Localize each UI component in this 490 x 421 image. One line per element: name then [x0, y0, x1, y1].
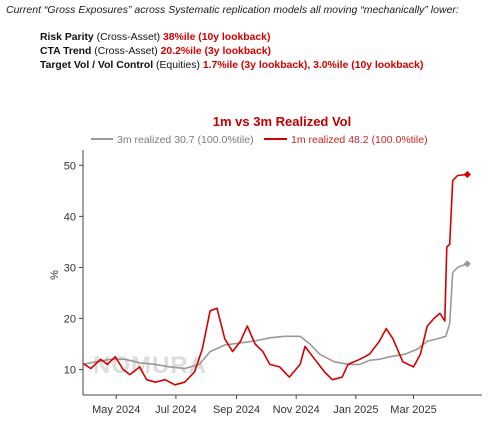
y-tick-label: 10 — [64, 364, 76, 376]
target-vol-scope: (Equities) — [153, 60, 203, 71]
series-end-marker-1m — [463, 170, 471, 179]
legend-label-3m: 3m realized 30.7 (100.0%tile) — [117, 134, 254, 146]
legend-label-1m: 1m realized 48.2 (100.0%tile) — [291, 134, 428, 146]
x-tick-label: Jan 2025 — [333, 404, 378, 416]
cta-trend-scope: (Cross-Asset) — [91, 46, 161, 57]
y-ticks: 10 20 30 40 50 — [64, 160, 83, 376]
cta-trend-name: CTA Trend — [40, 46, 92, 57]
series-line-1m — [82, 173, 468, 386]
risk-parity-scope: (Cross-Asset) — [93, 32, 163, 43]
risk-parity-name: Risk Parity — [40, 32, 94, 43]
target-vol-row: Target Vol / Vol Control (Equities) 1.7%… — [40, 59, 423, 73]
x-tick-label: May 2024 — [92, 404, 140, 416]
series-line-3m — [82, 263, 468, 370]
cta-trend-value: 20.2%ile (3y lookback) — [160, 46, 271, 57]
exposure-summary: Risk Parity (Cross-Asset) 38%ile (10y lo… — [40, 31, 423, 73]
chart-title: 1m vs 3m Realized Vol — [213, 114, 352, 129]
target-vol-name: Target Vol / Vol Control — [40, 60, 154, 71]
chart-legend: 3m realized 30.7 (100.0%tile) 1m realize… — [91, 134, 428, 146]
series-end-marker-3m — [463, 260, 471, 268]
x-tick-label: Nov 2024 — [273, 404, 320, 416]
x-tick-label: Mar 2025 — [390, 404, 436, 416]
watermark: NOMURA — [93, 352, 207, 379]
target-vol-value: 1.7%ile (3y lookback), 3.0%ile (10y look… — [202, 60, 424, 71]
y-tick-label: 30 — [64, 262, 76, 274]
risk-parity-row: Risk Parity (Cross-Asset) 38%ile (10y lo… — [40, 31, 423, 45]
intro-text: Current “Gross Exposures” across Systema… — [6, 4, 459, 16]
x-tick-label: Jul 2024 — [155, 404, 197, 416]
y-tick-label: 20 — [64, 313, 76, 325]
series-lines — [82, 170, 471, 386]
risk-parity-value: 38%ile (10y lookback) — [163, 32, 271, 43]
y-axis-label: % — [49, 270, 61, 280]
cta-trend-row: CTA Trend (Cross-Asset) 20.2%ile (3y loo… — [40, 45, 423, 59]
y-tick-label: 50 — [64, 160, 76, 172]
y-tick-label: 40 — [64, 211, 76, 223]
x-ticks: May 2024 Jul 2024 Sep 2024 Nov 2024 Jan 2025… — [92, 395, 437, 416]
x-tick-label: Sep 2024 — [213, 404, 260, 416]
